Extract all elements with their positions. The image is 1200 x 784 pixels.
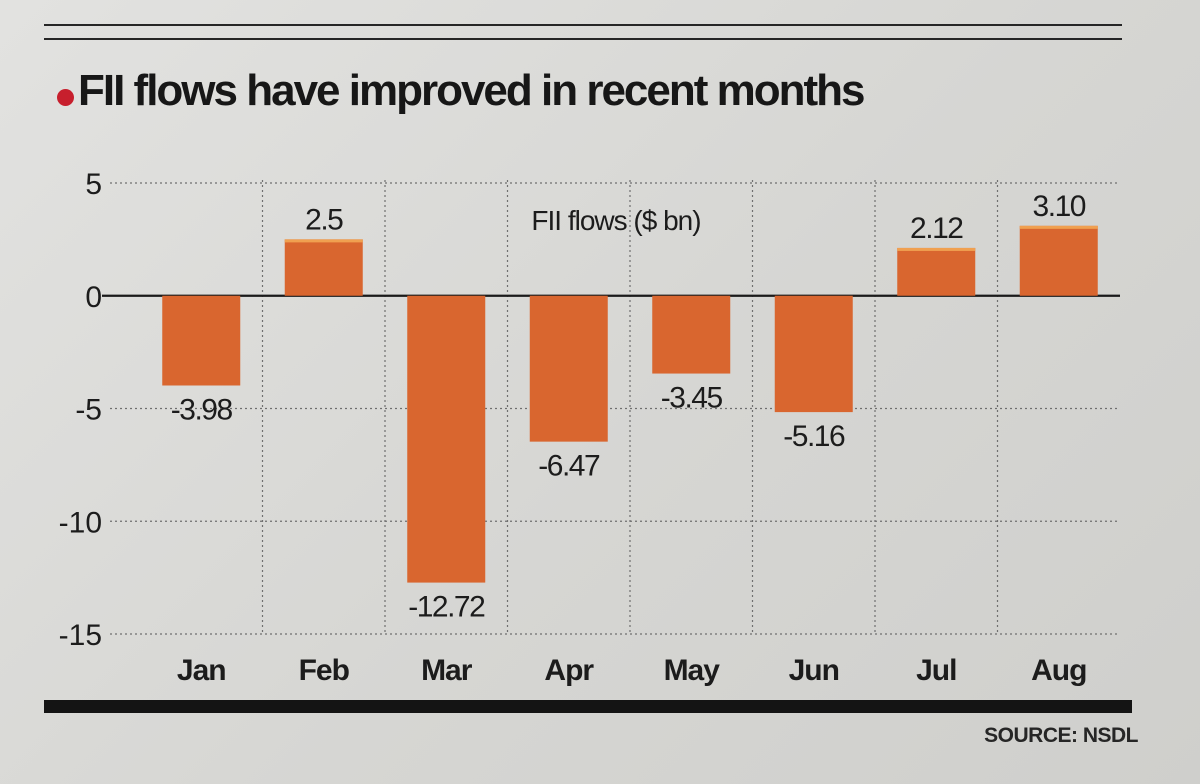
value-label: -12.72: [408, 591, 485, 624]
source-note: SOURCE: NSDL: [984, 724, 1138, 747]
value-label: 2.5: [305, 203, 343, 236]
bottom-rule: [44, 700, 1132, 713]
top-rule-2: [44, 38, 1122, 40]
x-tick-label: Jul: [916, 654, 956, 687]
x-tick-label: Feb: [299, 654, 350, 687]
value-label: -5.16: [783, 420, 845, 453]
x-tick-label: Jan: [177, 654, 226, 687]
x-tick-label: Jun: [789, 654, 839, 687]
x-tick-label: Aug: [1031, 654, 1086, 687]
y-tick-label: -10: [59, 506, 102, 539]
value-label: 3.10: [1033, 190, 1086, 223]
bar-jan: [162, 295, 241, 386]
bar-apr: [529, 295, 608, 442]
value-label: 2.12: [910, 212, 963, 245]
title-bullet-dot: [57, 89, 74, 106]
y-tick-label: -15: [59, 619, 102, 652]
value-label: -3.98: [171, 393, 233, 426]
series-label: FII flows ($ bn): [531, 205, 700, 236]
bar-jul: [897, 247, 976, 296]
top-rule-1: [44, 24, 1122, 26]
y-tick-label: 5: [85, 168, 102, 201]
chart-title: FII flows have improved in recent months: [78, 66, 865, 115]
y-tick-label: -5: [75, 394, 102, 427]
bar-top-edge: [284, 239, 363, 243]
x-tick-label: May: [664, 654, 721, 687]
x-tick-label: Apr: [544, 654, 594, 687]
value-label: -6.47: [538, 450, 600, 483]
bar-aug: [1019, 225, 1098, 296]
bar-mar: [407, 295, 486, 583]
x-tick-label: Mar: [421, 654, 473, 687]
bar-jun: [774, 295, 853, 413]
bar-may: [652, 295, 731, 374]
bar-feb: [284, 239, 363, 296]
bar-top-edge: [1019, 225, 1098, 229]
bar-top-edge: [897, 247, 976, 251]
value-label: -3.45: [661, 382, 723, 415]
y-tick-label: 0: [85, 281, 102, 314]
